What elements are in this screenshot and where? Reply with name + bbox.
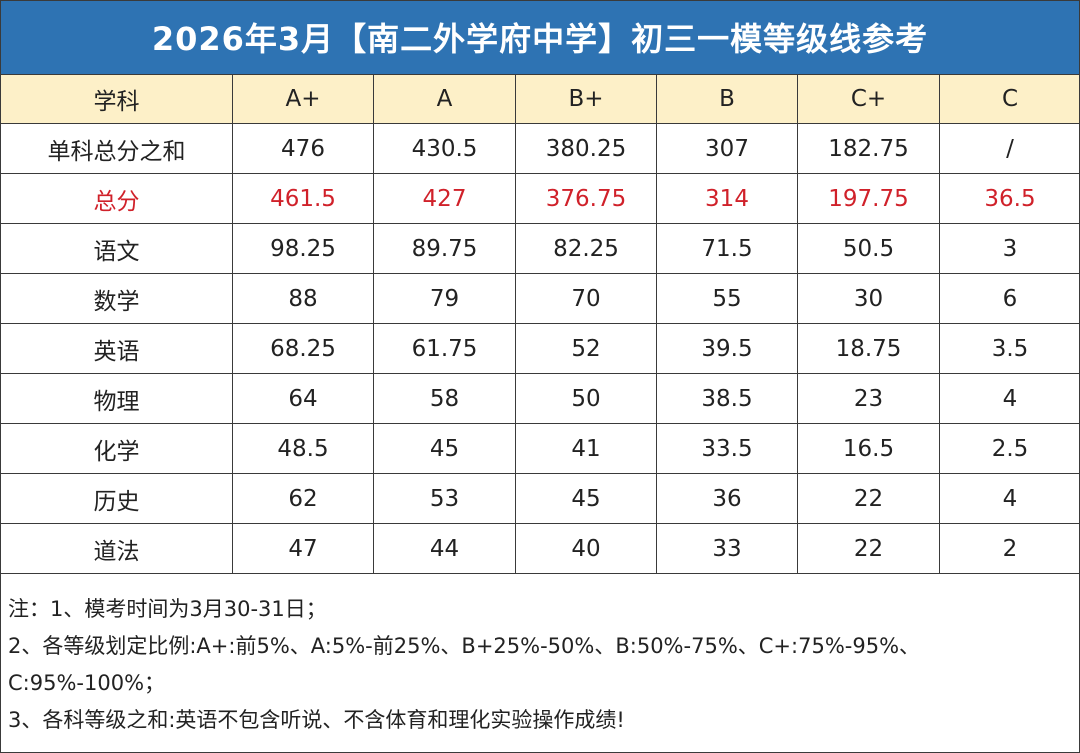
table-cell: 30 — [797, 273, 940, 324]
grade-table: 学科 A+ A B+ B C+ C 单科总分之和 476 430.5 380.2… — [0, 74, 1080, 574]
table-cell: 2.5 — [939, 423, 1080, 474]
table-cell: 430.5 — [373, 123, 516, 174]
table-cell: 53 — [373, 473, 516, 524]
row-label: 化学 — [0, 423, 233, 474]
table-row: 道法 47 44 40 33 22 2 — [0, 523, 1080, 574]
row-label: 物理 — [0, 373, 233, 424]
table-cell: 2 — [939, 523, 1080, 574]
header-b: B — [656, 74, 798, 124]
table-row: 化学 48.5 45 41 33.5 16.5 2.5 — [0, 423, 1080, 474]
table-cell: 50 — [515, 373, 657, 424]
table-cell: 64 — [232, 373, 374, 424]
page-title: 2026年3月【南二外学府中学】初三一模等级线参考 — [0, 0, 1080, 74]
note-line: 3、各科等级之和:英语不包含听说、不含体育和理化实验操作成绩! — [8, 708, 625, 732]
table-cell: 55 — [656, 273, 798, 324]
table-cell: 82.25 — [515, 223, 657, 274]
table-cell: 58 — [373, 373, 516, 424]
table-row-total: 总分 461.5 427 376.75 314 197.75 36.5 — [0, 173, 1080, 224]
note-line: 2、各等级划定比例:A+:前5%、A:5%-前25%、B+25%-50%、B:5… — [8, 634, 921, 658]
table-cell: 197.75 — [797, 173, 940, 224]
header-c: C — [939, 74, 1080, 124]
table-cell: 68.25 — [232, 323, 374, 374]
table-cell: 47 — [232, 523, 374, 574]
header-a-plus: A+ — [232, 74, 374, 124]
header-subject: 学科 — [0, 74, 233, 124]
table-cell: 4 — [939, 373, 1080, 424]
table-cell: 16.5 — [797, 423, 940, 474]
note-line: 注：1、模考时间为3月30-31日； — [8, 597, 327, 621]
table-cell: 52 — [515, 323, 657, 374]
table-row: 语文 98.25 89.75 82.25 71.5 50.5 3 — [0, 223, 1080, 274]
table-cell: 3.5 — [939, 323, 1080, 374]
table-cell: 79 — [373, 273, 516, 324]
table-cell: 461.5 — [232, 173, 374, 224]
table-cell: 98.25 — [232, 223, 374, 274]
table-cell: 71.5 — [656, 223, 798, 274]
table-cell: 22 — [797, 523, 940, 574]
row-label: 数学 — [0, 273, 233, 324]
table-cell: 50.5 — [797, 223, 940, 274]
table-row: 物理 64 58 50 38.5 23 4 — [0, 373, 1080, 424]
row-label: 历史 — [0, 473, 233, 524]
table-cell: 41 — [515, 423, 657, 474]
table-cell: 476 — [232, 123, 374, 174]
note-line: C:95%-100%； — [8, 671, 166, 695]
table-cell: 23 — [797, 373, 940, 424]
header-c-plus: C+ — [797, 74, 940, 124]
table-cell: 3 — [939, 223, 1080, 274]
row-label: 道法 — [0, 523, 233, 574]
row-label: 英语 — [0, 323, 233, 374]
table-row: 数学 88 79 70 55 30 6 — [0, 273, 1080, 324]
table-row: 英语 68.25 61.75 52 39.5 18.75 3.5 — [0, 323, 1080, 374]
header-b-plus: B+ — [515, 74, 657, 124]
notes-section: 注：1、模考时间为3月30-31日； 2、各等级划定比例:A+:前5%、A:5%… — [0, 577, 1080, 753]
table-cell: 376.75 — [515, 173, 657, 224]
row-label: 单科总分之和 — [0, 123, 233, 174]
table-cell: 40 — [515, 523, 657, 574]
table-cell: 38.5 — [656, 373, 798, 424]
table-row: 历史 62 53 45 36 22 4 — [0, 473, 1080, 524]
table-header-row: 学科 A+ A B+ B C+ C — [0, 74, 1080, 124]
table-cell: 44 — [373, 523, 516, 574]
table-cell: 36.5 — [939, 173, 1080, 224]
table-cell: 45 — [515, 473, 657, 524]
table-cell: 380.25 — [515, 123, 657, 174]
table-cell: 45 — [373, 423, 516, 474]
table-cell: 33.5 — [656, 423, 798, 474]
